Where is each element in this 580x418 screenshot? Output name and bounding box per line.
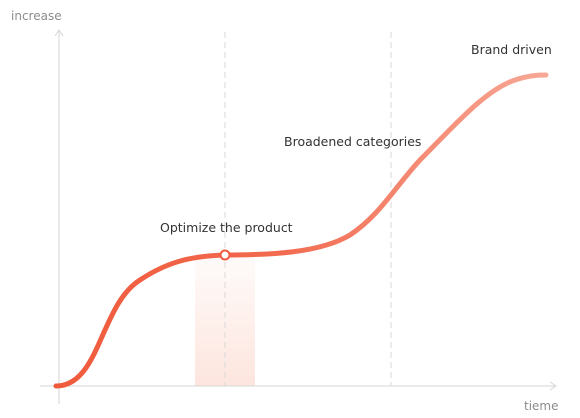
growth-curve [53, 72, 549, 389]
y-axis-arrow [54, 29, 64, 37]
stage-label-broadened: Broadened categories [284, 134, 421, 149]
y-axis-label: increase [11, 9, 62, 23]
stage-marker [219, 249, 231, 261]
stage-label-optimize: Optimize the product [160, 220, 293, 235]
x-axis-arrow [549, 381, 557, 391]
x-axis-label: tieme [524, 399, 559, 413]
stage-label-brand: Brand driven [471, 42, 552, 57]
